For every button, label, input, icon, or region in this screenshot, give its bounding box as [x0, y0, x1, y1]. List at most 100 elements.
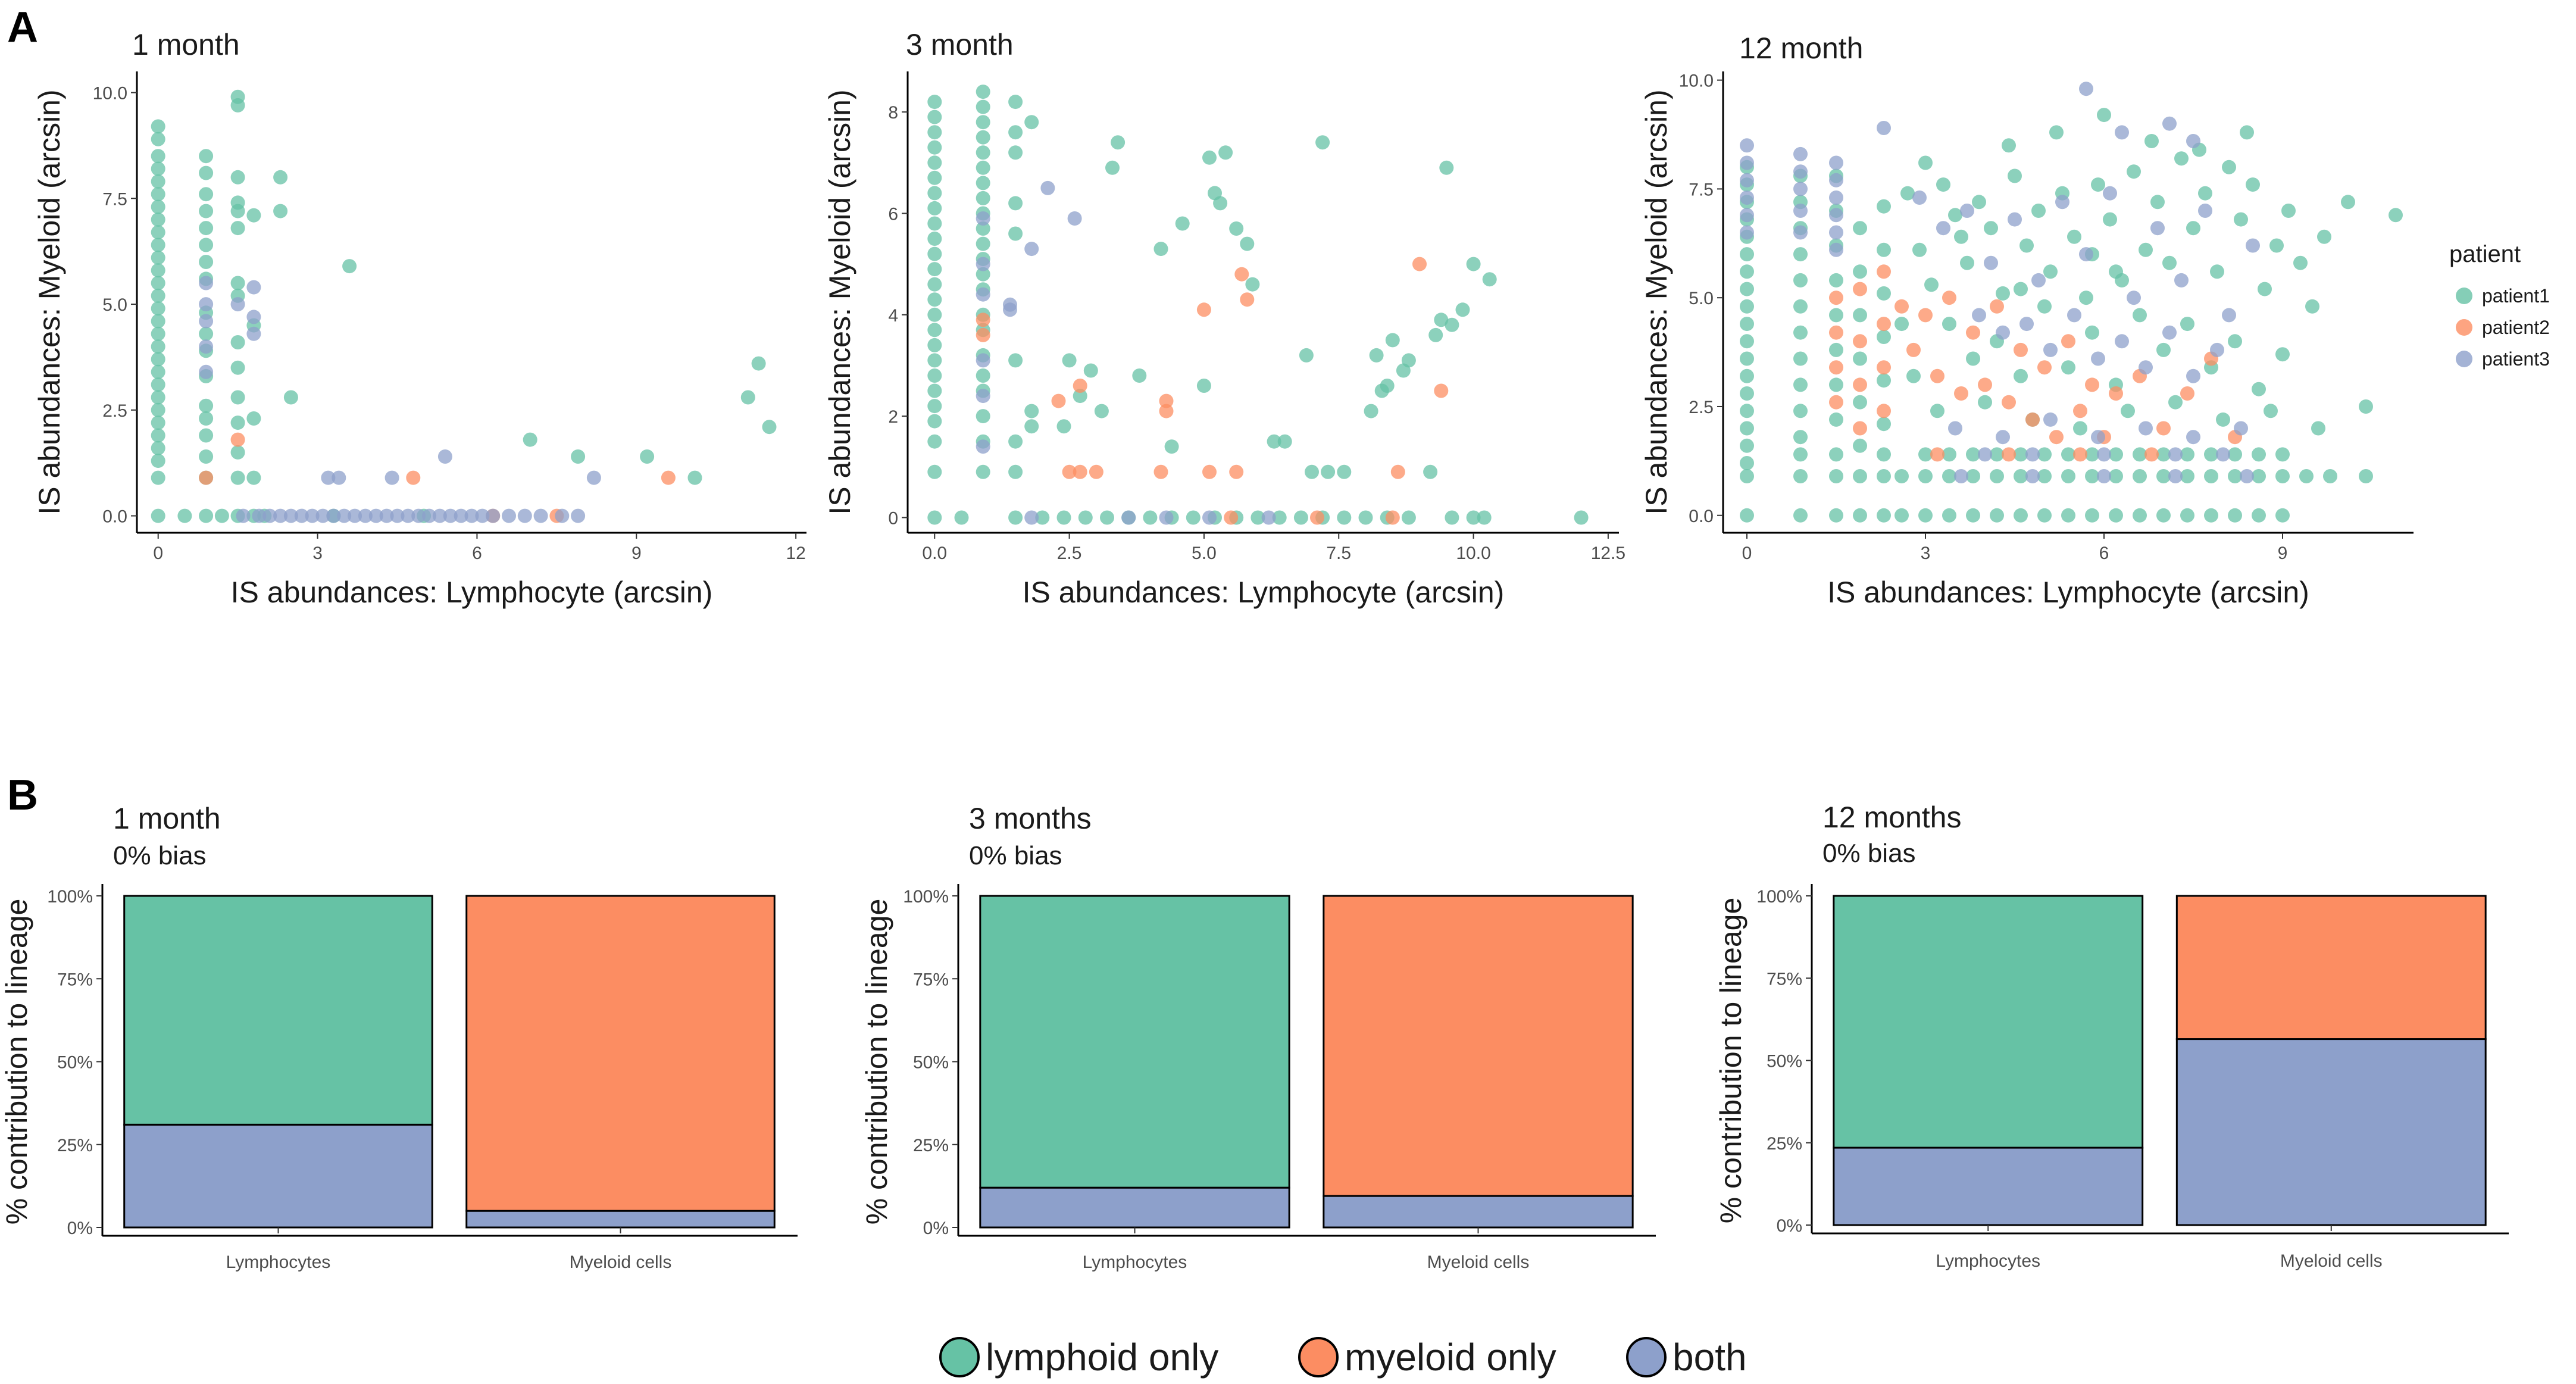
point-patient3: [2186, 134, 2200, 148]
point-patient1: [2091, 177, 2105, 192]
point-patient1: [1918, 447, 1933, 462]
point-patient1: [927, 414, 942, 429]
point-patient3: [273, 508, 288, 523]
x-tick-label: 0: [153, 543, 163, 563]
point-patient1: [199, 449, 214, 464]
point-patient3: [976, 211, 990, 226]
y-tick-label: 0%: [1777, 1216, 1802, 1236]
point-patient1: [927, 155, 942, 170]
point-patient1: [1445, 317, 1459, 332]
point-patient1: [230, 98, 245, 113]
point-patient3: [1829, 190, 1843, 205]
point-patient1: [151, 225, 165, 240]
point-patient1: [1056, 510, 1071, 525]
point-patient1: [151, 301, 165, 316]
point-patient1: [1132, 368, 1147, 383]
x-axis-title: IS abundances: Lymphocyte (arcsin): [231, 576, 713, 609]
point-patient1: [927, 292, 942, 307]
point-patient1: [246, 470, 261, 485]
bar-myeloid-cells-myeloid-only: [465, 895, 776, 1212]
legend-myeloid-only-swatch: [1298, 1337, 1339, 1377]
point-patient2: [1229, 464, 1244, 479]
y-tick-label: 0: [888, 508, 898, 528]
point-patient1: [2198, 186, 2212, 201]
x-category-label: Lymphocytes: [226, 1252, 331, 1272]
point-patient1: [2180, 317, 2194, 332]
point-patient1: [151, 212, 165, 227]
point-patient2: [1978, 377, 1992, 392]
point-patient3: [2091, 351, 2105, 366]
point-patient1: [1942, 508, 1956, 523]
point-patient1: [1740, 317, 1754, 332]
point-patient1: [927, 232, 942, 246]
point-patient1: [230, 445, 245, 460]
point-patient1: [1942, 469, 1956, 483]
point-patient1: [1434, 313, 1449, 327]
point-patient1: [1954, 229, 1968, 244]
bar-myeloid-cells-myeloid-only: [2175, 895, 2487, 1041]
point-patient1: [2156, 469, 2171, 483]
point-patient1: [151, 470, 165, 485]
point-patient1: [1358, 510, 1373, 525]
point-patient3: [1740, 225, 1754, 240]
point-patient1: [1740, 456, 1754, 470]
point-patient1: [2204, 469, 2218, 483]
point-patient3: [2246, 238, 2260, 253]
point-patient3: [1793, 146, 1808, 161]
point-patient1: [1793, 469, 1808, 483]
point-patient3: [2222, 308, 2236, 323]
bar-lymphocytes-both: [123, 1123, 433, 1229]
chart-title: 1 month: [132, 28, 240, 61]
point-patient2: [230, 432, 245, 447]
point-patient1: [2180, 508, 2194, 523]
point-patient1: [1078, 510, 1093, 525]
point-patient1: [2014, 282, 2028, 296]
point-patient1: [1008, 434, 1023, 449]
point-patient1: [1094, 404, 1109, 418]
point-patient2: [1829, 395, 1843, 410]
point-patient1: [1574, 510, 1589, 525]
point-patient1: [1793, 273, 1808, 288]
point-patient1: [2293, 255, 2308, 270]
chart-subtitle: 0% bias: [969, 841, 1062, 870]
legend-patient2-swatch: [2456, 319, 2472, 336]
point-patient3: [1003, 302, 1017, 317]
point-patient1: [1423, 464, 1438, 479]
point-patient1: [1853, 351, 1867, 366]
point-patient3: [1984, 255, 1998, 270]
y-tick-label: 2.5: [102, 401, 127, 421]
point-patient1: [927, 277, 942, 292]
point-patient1: [1853, 308, 1867, 323]
point-patient1: [2162, 255, 2177, 270]
point-patient1: [1877, 447, 1891, 462]
point-patient1: [523, 432, 537, 447]
point-patient1: [927, 95, 942, 110]
point-patient3: [976, 257, 990, 271]
y-tick-label: 25%: [913, 1136, 949, 1155]
point-patient3: [1121, 510, 1136, 525]
point-patient1: [2359, 399, 2373, 414]
point-patient1: [1105, 160, 1120, 175]
point-patient1: [151, 199, 165, 214]
point-patient2: [1073, 464, 1087, 479]
x-tick-label: 2.5: [1057, 543, 1082, 563]
point-patient1: [2133, 508, 2147, 523]
point-patient3: [321, 470, 336, 485]
point-patient1: [1740, 421, 1754, 436]
point-patient3: [2019, 317, 2034, 332]
bar-lymphocytes-both: [979, 1186, 1290, 1229]
point-patient3: [246, 280, 261, 295]
point-patient1: [151, 161, 165, 176]
point-patient3: [443, 508, 458, 523]
point-patient2: [1906, 342, 1921, 357]
point-patient3: [1960, 204, 1974, 218]
legend-patient2-label: patient2: [2482, 317, 2550, 338]
point-patient1: [2037, 469, 2052, 483]
point-patient1: [1740, 438, 1754, 453]
point-patient1: [2133, 447, 2147, 462]
point-patient1: [1083, 363, 1098, 378]
point-patient1: [199, 398, 214, 413]
point-patient1: [151, 276, 165, 290]
point-patient1: [1111, 135, 1126, 150]
point-patient1: [1439, 160, 1454, 175]
